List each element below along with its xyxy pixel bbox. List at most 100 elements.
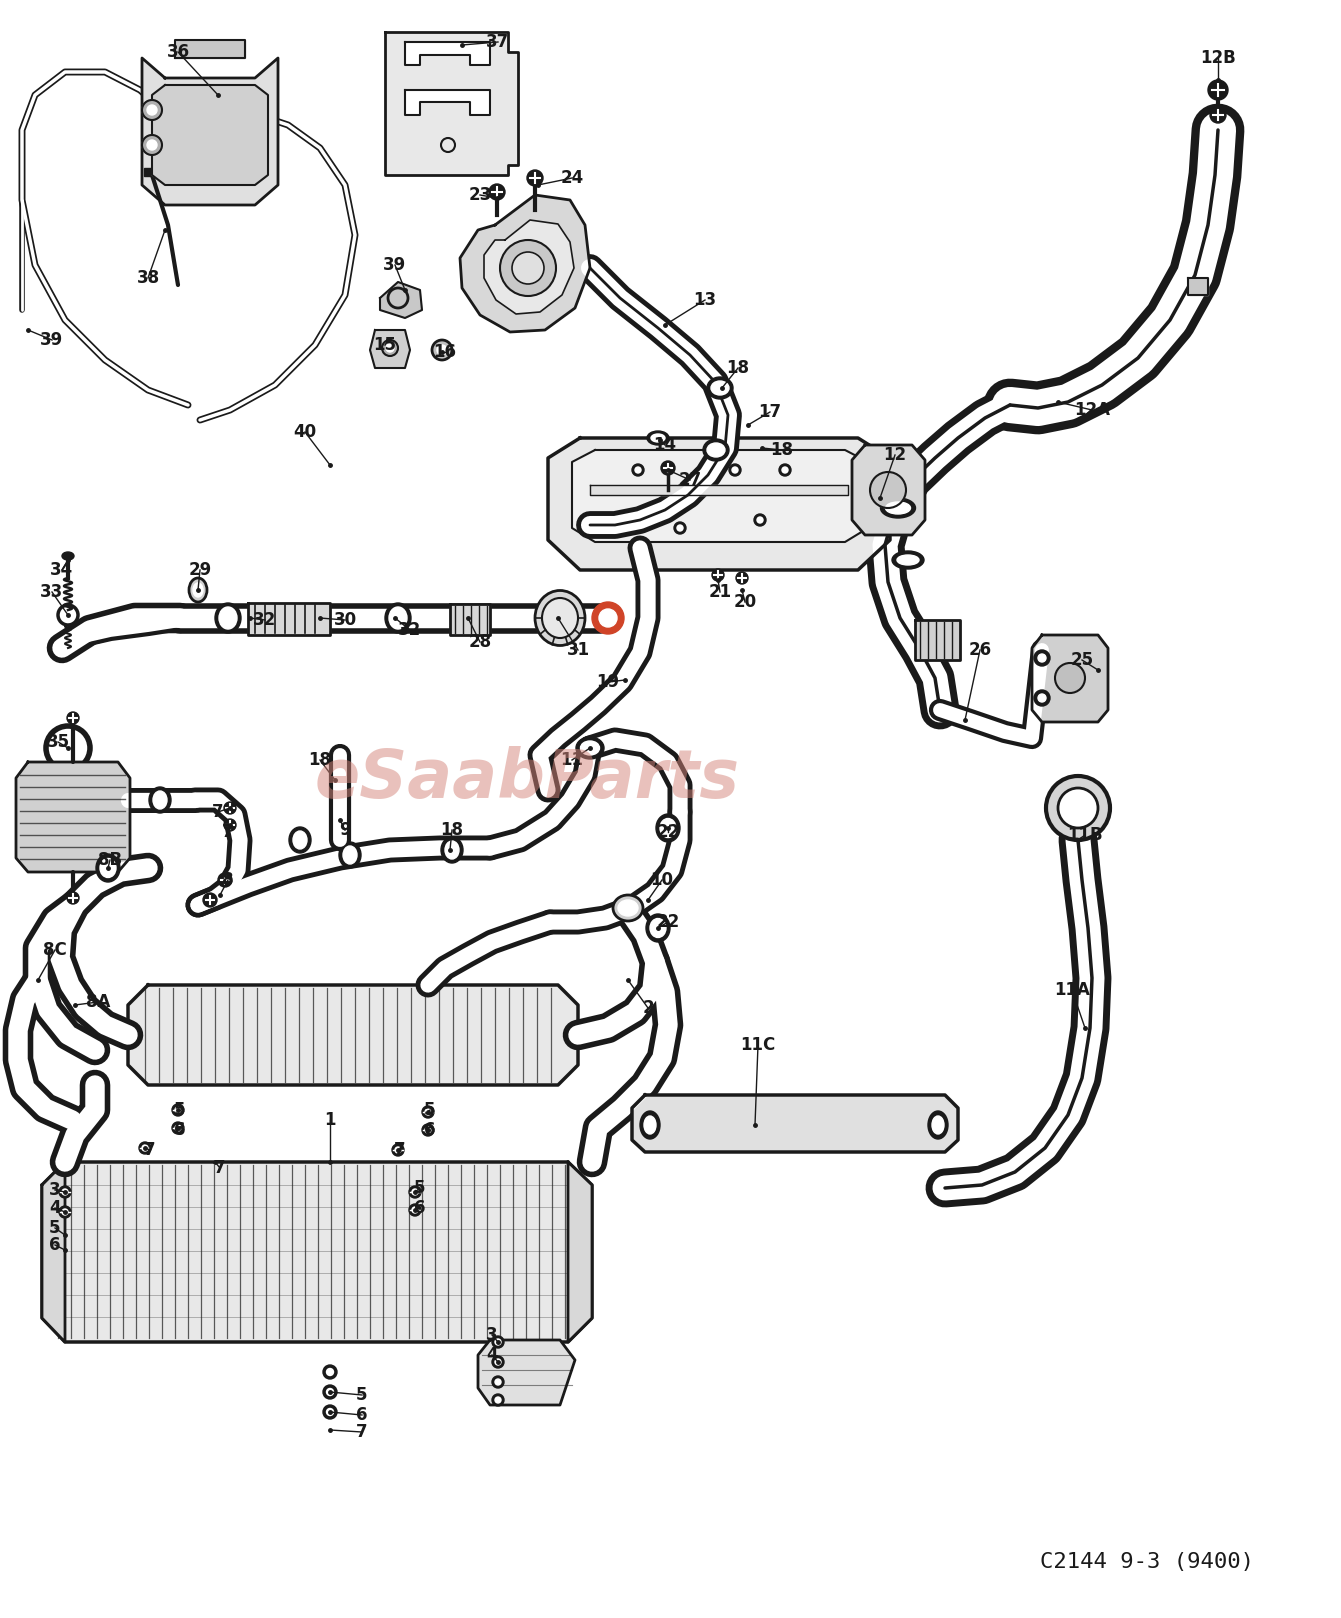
Circle shape <box>172 1121 184 1134</box>
Text: 11C: 11C <box>740 1036 775 1053</box>
Circle shape <box>779 464 791 476</box>
Ellipse shape <box>928 1112 948 1139</box>
Circle shape <box>224 819 236 832</box>
Circle shape <box>492 1356 504 1367</box>
Circle shape <box>495 1359 502 1366</box>
Text: 21: 21 <box>708 582 732 600</box>
Circle shape <box>323 1404 337 1419</box>
Circle shape <box>732 468 738 472</box>
Ellipse shape <box>707 443 725 456</box>
Text: 28: 28 <box>468 633 492 650</box>
Circle shape <box>870 472 907 508</box>
Text: 39: 39 <box>384 256 406 273</box>
Polygon shape <box>573 450 868 542</box>
Text: 33: 33 <box>40 582 63 600</box>
Circle shape <box>62 1189 68 1196</box>
Circle shape <box>500 239 557 296</box>
Polygon shape <box>484 220 574 314</box>
Circle shape <box>730 464 742 476</box>
Circle shape <box>1210 107 1226 123</box>
Circle shape <box>323 1385 337 1400</box>
Circle shape <box>512 252 544 285</box>
Text: 31: 31 <box>566 641 590 659</box>
Polygon shape <box>1188 278 1208 294</box>
Ellipse shape <box>646 914 670 942</box>
Circle shape <box>495 1340 502 1345</box>
Circle shape <box>382 340 398 356</box>
Polygon shape <box>385 32 518 175</box>
Ellipse shape <box>656 814 680 841</box>
Text: 6: 6 <box>174 1121 186 1139</box>
Polygon shape <box>142 58 278 205</box>
Circle shape <box>174 1107 181 1113</box>
Ellipse shape <box>581 741 599 756</box>
Circle shape <box>224 803 236 814</box>
Polygon shape <box>152 86 268 184</box>
Ellipse shape <box>389 607 408 629</box>
Circle shape <box>422 1107 434 1118</box>
Circle shape <box>388 288 408 307</box>
Ellipse shape <box>707 377 734 400</box>
Text: 32: 32 <box>398 621 421 639</box>
Text: 23: 23 <box>468 186 492 204</box>
Circle shape <box>148 141 157 150</box>
Text: 37: 37 <box>487 32 510 52</box>
Text: 14: 14 <box>653 435 677 455</box>
Circle shape <box>495 1379 502 1385</box>
Circle shape <box>142 1146 148 1150</box>
Circle shape <box>1058 788 1098 828</box>
Text: 12B: 12B <box>1200 49 1236 66</box>
Text: 32: 32 <box>253 612 276 629</box>
Circle shape <box>489 184 506 201</box>
Text: 8: 8 <box>223 870 233 888</box>
Text: 5: 5 <box>424 1100 436 1120</box>
Polygon shape <box>915 620 960 660</box>
Text: 11: 11 <box>561 751 583 769</box>
Ellipse shape <box>292 832 307 849</box>
Circle shape <box>591 602 624 634</box>
Text: 15: 15 <box>374 337 397 354</box>
Ellipse shape <box>577 738 603 759</box>
Text: 38: 38 <box>137 269 160 286</box>
Ellipse shape <box>897 555 919 565</box>
Ellipse shape <box>650 434 665 442</box>
Polygon shape <box>477 1340 575 1404</box>
Text: 8A: 8A <box>86 993 110 1011</box>
Text: 18: 18 <box>440 820 464 840</box>
Polygon shape <box>174 40 245 58</box>
Circle shape <box>677 524 683 531</box>
Polygon shape <box>127 985 578 1086</box>
Circle shape <box>326 1388 334 1395</box>
Circle shape <box>409 1204 421 1217</box>
Polygon shape <box>590 485 848 495</box>
Text: 25: 25 <box>1070 650 1093 668</box>
Circle shape <box>712 570 724 581</box>
Text: 3: 3 <box>487 1327 498 1345</box>
Ellipse shape <box>703 438 730 461</box>
Circle shape <box>326 1369 334 1375</box>
Polygon shape <box>852 445 925 536</box>
Text: eSaabParts: eSaabParts <box>315 746 740 812</box>
Polygon shape <box>405 42 489 65</box>
Text: 5: 5 <box>50 1218 60 1238</box>
Ellipse shape <box>644 1116 656 1134</box>
Text: 7: 7 <box>223 824 233 841</box>
Text: 7: 7 <box>212 803 224 820</box>
Circle shape <box>409 1186 421 1197</box>
Circle shape <box>599 608 617 628</box>
Text: 36: 36 <box>166 44 189 61</box>
Circle shape <box>1055 663 1085 693</box>
Ellipse shape <box>892 552 924 570</box>
Text: 5: 5 <box>414 1180 425 1197</box>
Ellipse shape <box>189 578 207 602</box>
Polygon shape <box>1033 634 1108 722</box>
Ellipse shape <box>339 841 361 867</box>
Text: 22: 22 <box>656 824 680 841</box>
Circle shape <box>59 1186 71 1197</box>
Text: 17: 17 <box>759 403 782 421</box>
Text: 26: 26 <box>968 641 991 659</box>
Text: 6: 6 <box>50 1236 60 1254</box>
Circle shape <box>736 573 748 584</box>
Circle shape <box>661 461 675 476</box>
Circle shape <box>437 345 447 354</box>
